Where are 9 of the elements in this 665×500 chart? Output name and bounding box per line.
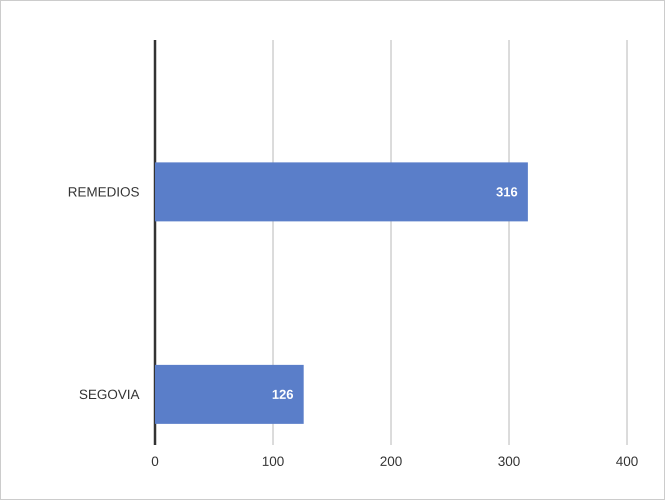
x-tick-label: 200 bbox=[380, 456, 402, 466]
data-label: 316 bbox=[496, 187, 518, 196]
x-tick-label: 100 bbox=[262, 456, 284, 466]
x-tick-label: 300 bbox=[498, 456, 520, 466]
y-tick-label: SEGOVIA bbox=[80, 390, 140, 400]
data-label: 126 bbox=[272, 390, 294, 399]
x-tick-label: 400 bbox=[616, 456, 638, 466]
y-tick-label: REMEDIOS bbox=[68, 187, 139, 197]
x-tick-label: 0 bbox=[152, 456, 158, 466]
